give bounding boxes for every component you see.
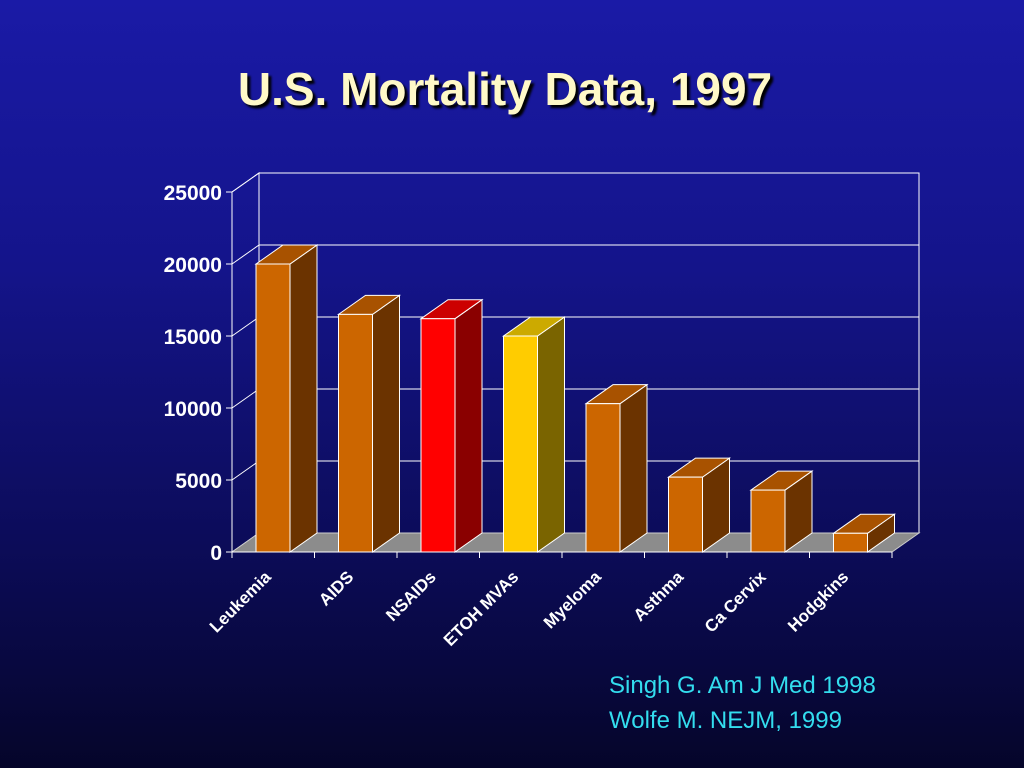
bar-front <box>585 403 621 553</box>
bar-side <box>454 298 483 553</box>
bar-front <box>420 318 456 553</box>
y-tick-label: 10000 <box>164 398 222 421</box>
y-axis: 0 5000 10000 15000 20000 25000 <box>164 182 233 565</box>
bar-ca-cervix <box>749 470 814 553</box>
chart-floor <box>230 532 921 553</box>
chart-walls <box>230 172 921 553</box>
x-tick-label: Ca Cervix <box>701 567 770 636</box>
slide-title: U.S. Mortality Data, 1997 <box>237 63 773 115</box>
bar-aids <box>336 294 402 553</box>
y-tick-label: 5000 <box>175 470 222 493</box>
chart-gridlines <box>231 172 919 481</box>
gridline-side <box>231 460 260 481</box>
gridline-side <box>231 244 260 265</box>
bar-side <box>289 244 318 553</box>
bar-front <box>255 263 291 553</box>
chart-bars <box>254 244 897 553</box>
x-tick-label: Hodgkins <box>784 567 852 635</box>
bar-hodgkins <box>831 513 897 553</box>
bar-side <box>619 383 648 553</box>
bar-nsaids <box>419 298 484 553</box>
gridline-side <box>231 316 260 337</box>
x-tick-label: AIDS <box>315 567 357 609</box>
bar-leukemia <box>254 244 319 553</box>
x-tick-label: Asthma <box>630 567 688 625</box>
side-wall <box>231 172 260 553</box>
x-tick-label: ETOH MVAs <box>440 567 522 649</box>
citation-2: Wolfe M. NEJM, 1999 <box>609 707 842 734</box>
x-tick-label: Myeloma <box>540 567 605 632</box>
bar-front <box>503 335 538 553</box>
y-tick-label: 20000 <box>164 254 222 277</box>
y-tick-label: 0 <box>210 542 222 565</box>
bar-front <box>338 313 373 553</box>
citation-1: Singh G. Am J Med 1998 <box>609 672 876 699</box>
gridline-side <box>231 388 260 409</box>
gridline-side <box>231 172 260 193</box>
bar-side <box>537 316 565 553</box>
x-tick-label: NSAIDs <box>382 567 440 625</box>
y-tick-label: 25000 <box>164 182 222 205</box>
bar-side <box>372 294 400 553</box>
bar-asthma <box>666 457 732 553</box>
bar-front <box>833 532 868 553</box>
x-axis: Leukemia AIDS NSAIDs ETOH MVAs Myeloma Asthma… <box>206 551 893 650</box>
bar-etoh-mvas <box>501 316 567 553</box>
bar-front <box>750 489 786 553</box>
x-tick-label: Leukemia <box>206 567 275 636</box>
y-tick-label: 15000 <box>164 326 222 349</box>
bar-front <box>668 476 703 553</box>
bar-myeloma <box>584 383 649 553</box>
